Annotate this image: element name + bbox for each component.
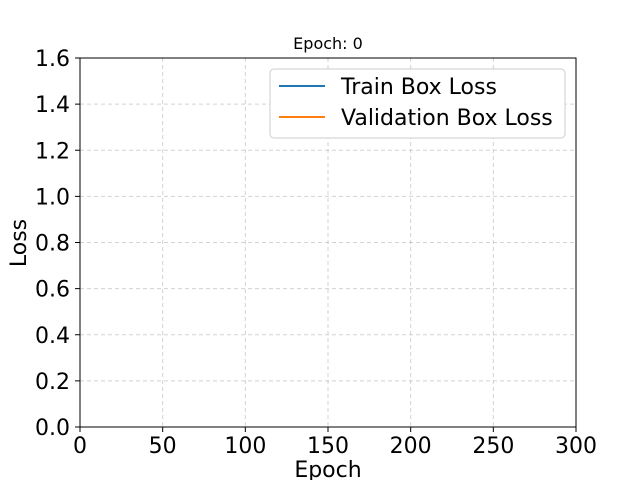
x-tick-label-0: 0 — [73, 434, 87, 459]
x-tick-label-4: 200 — [390, 434, 432, 459]
x-axis-label: Epoch — [294, 458, 361, 480]
x-tick-label-6: 300 — [555, 434, 597, 459]
legend-label-train-box-loss: Train Box Loss — [340, 75, 497, 100]
y-axis-label: Loss — [7, 219, 32, 267]
y-tick-label-3: 0.6 — [35, 278, 70, 303]
y-tick-label-4: 0.8 — [35, 232, 70, 257]
x-tick-label-3: 150 — [307, 434, 349, 459]
legend: Train Box Loss Validation Box Loss — [269, 68, 566, 139]
y-axis-ticks: 0.0 0.2 0.4 0.6 0.8 1.0 1.2 1.4 1.6 — [35, 47, 80, 441]
y-tick-label-6: 1.2 — [35, 139, 70, 164]
legend-label-validation-box-loss: Validation Box Loss — [341, 106, 553, 131]
y-tick-label-2: 0.4 — [35, 324, 70, 349]
y-tick-label-1: 0.2 — [35, 370, 70, 395]
legend-box — [269, 68, 566, 139]
y-tick-label-8: 1.6 — [35, 47, 70, 72]
y-tick-label-7: 1.4 — [35, 93, 70, 118]
y-tick-label-0: 0.0 — [35, 416, 70, 441]
x-tick-label-5: 250 — [472, 434, 514, 459]
chart-title: Epoch: 0 — [293, 34, 363, 53]
x-tick-label-2: 100 — [224, 434, 266, 459]
y-tick-label-5: 1.0 — [35, 185, 70, 210]
x-tick-label-1: 50 — [149, 434, 177, 459]
x-axis-ticks: 0 50 100 150 200 250 300 — [73, 427, 597, 459]
